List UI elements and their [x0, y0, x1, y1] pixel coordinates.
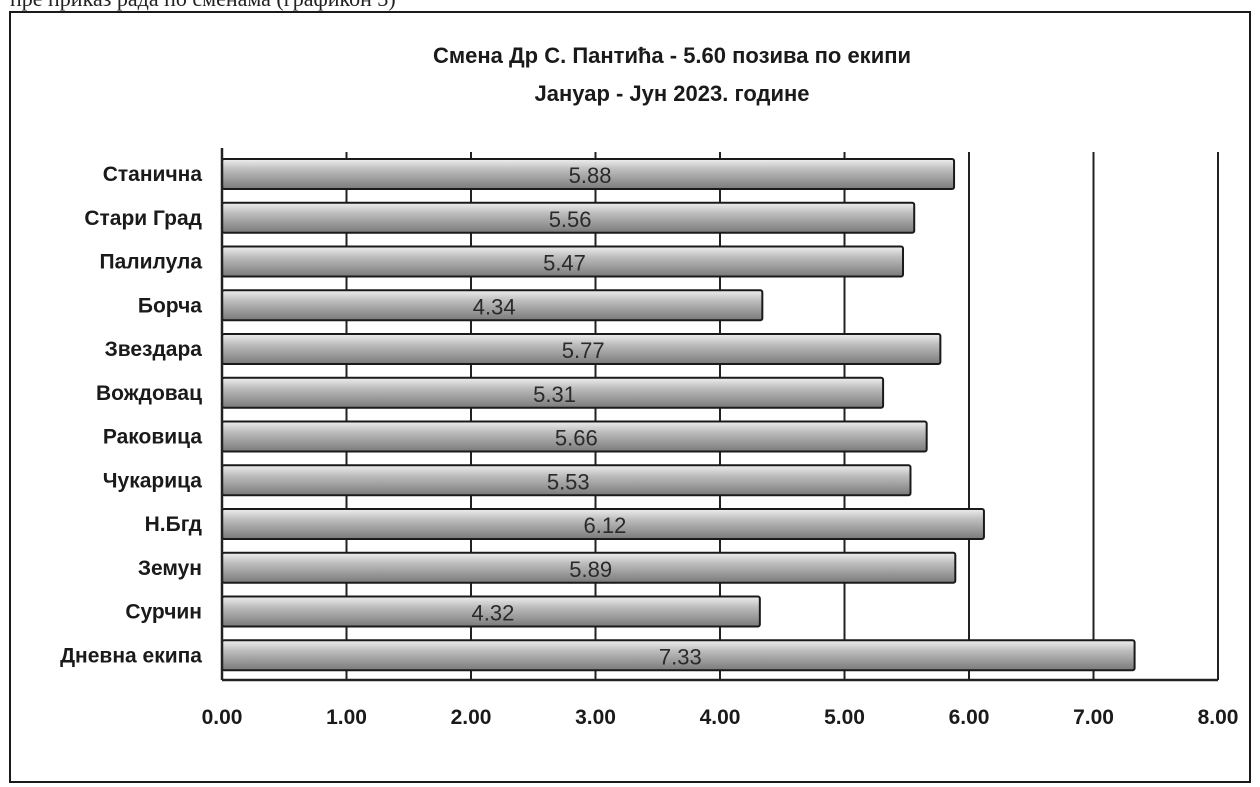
- category-label: Земун: [138, 557, 202, 580]
- data-label: 6.12: [584, 513, 627, 538]
- category-label: Чукарица: [103, 469, 203, 492]
- data-label: 5.31: [533, 382, 576, 407]
- data-label: 5.89: [569, 557, 612, 582]
- category-label: Стари Град: [84, 207, 202, 230]
- category-label: Дневна екипа: [60, 644, 202, 667]
- category-label: Звездара: [105, 338, 203, 361]
- category-label: Раковица: [103, 426, 202, 449]
- chart-subtitle: Јануар - Јун 2023. године: [535, 81, 810, 106]
- data-label: 5.56: [549, 207, 592, 232]
- data-label: 5.77: [562, 338, 605, 363]
- data-label: 5.53: [547, 469, 590, 494]
- labels: Станична 5.88 Стари Град 5.56 Палилула 5.47 Бо…: [60, 163, 1238, 729]
- category-label: Сурчин: [125, 601, 202, 624]
- x-tick-label: 5.00: [824, 706, 865, 729]
- data-label: 5.88: [569, 163, 612, 188]
- chart-title: Смена Др С. Пантића - 5.60 позива по еки…: [433, 43, 911, 68]
- x-tick-label: 8.00: [1198, 706, 1239, 729]
- data-label: 7.33: [659, 644, 702, 669]
- x-tick-label: 7.00: [1073, 706, 1114, 729]
- header-fragment: пре приказ рада по сменама (графикон 3): [10, 0, 396, 12]
- data-label: 5.66: [555, 426, 598, 451]
- axes: [220, 148, 1218, 682]
- x-tick-label: 6.00: [949, 706, 990, 729]
- category-label: Борча: [138, 294, 202, 317]
- category-label: Н.Бгд: [145, 513, 202, 536]
- chart-frame: [9, 11, 1251, 783]
- x-tick-label: 2.00: [451, 706, 492, 729]
- data-label: 4.34: [473, 294, 516, 319]
- data-label: 5.47: [543, 251, 586, 276]
- x-tick-label: 3.00: [575, 706, 616, 729]
- x-tick-label: 1.00: [326, 706, 367, 729]
- grid-lines: [345, 152, 1219, 680]
- category-label: Палилула: [99, 251, 202, 274]
- x-tick-label: 4.00: [700, 706, 741, 729]
- bars: [221, 158, 1136, 672]
- data-label: 4.32: [472, 601, 515, 626]
- category-label: Станична: [103, 163, 203, 186]
- x-tick-label: 0.00: [202, 706, 243, 729]
- category-label: Вождовац: [96, 382, 202, 405]
